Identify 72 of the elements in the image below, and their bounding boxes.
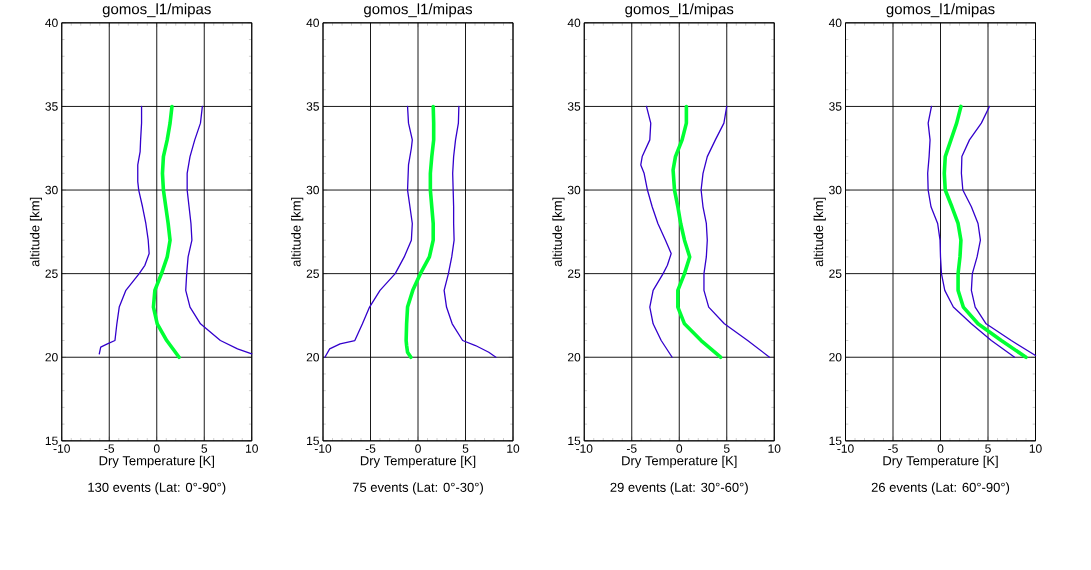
x-tick-label: 5: [723, 444, 730, 453]
x-tick-label: 10: [1029, 444, 1042, 454]
text: 26 events (Lat: 60°-90°): [871, 482, 1010, 495]
chart-title: gomos_l1/mipas: [886, 3, 995, 18]
line-series: [671, 104, 723, 360]
y-tick-label: 30: [829, 186, 842, 195]
line-series: [324, 105, 413, 359]
y-tick-label: 40: [45, 18, 58, 28]
x-tick-label: 0: [937, 444, 944, 454]
chart-title: gomos_l1/mipas: [625, 3, 734, 18]
line-series: [927, 105, 1016, 359]
line-series: [98, 105, 150, 355]
x-axis-title: Dry Temperature [K]: [622, 455, 737, 469]
x-tick-label: -10: [576, 444, 593, 454]
line-series: [960, 105, 1037, 357]
x-tick-label: 10: [768, 444, 781, 454]
x-axis-title: Dry Temperature [K]: [360, 455, 476, 469]
y-tick-label: 15: [568, 436, 581, 446]
x-tick-label: 5: [462, 444, 469, 453]
y-tick-label: 35: [567, 102, 581, 111]
line-series: [942, 104, 1028, 360]
y-tick-label: 25: [829, 269, 842, 279]
y-tick-label: 15: [307, 436, 319, 446]
x-tick-label: -10: [837, 444, 854, 454]
x-tick-label: 5: [201, 444, 208, 453]
x-tick-label: 0: [676, 444, 683, 454]
line-series: [404, 104, 436, 360]
y-tick-label: 35: [45, 102, 58, 111]
line-series: [700, 105, 771, 359]
x-tick-label: -5: [888, 444, 898, 453]
line-series: [640, 105, 673, 359]
y-tick-label: 20: [45, 353, 58, 362]
x-tick-label: -5: [365, 444, 376, 453]
x-axis-title: Dry Temperature [K]: [99, 455, 214, 469]
y-tick-label: 40: [828, 18, 842, 28]
chart-title: gomos_l1/mipas: [364, 3, 473, 18]
y-tick-label: 35: [306, 102, 319, 111]
y-tick-label: 20: [306, 353, 320, 362]
x-axis-title: Dry Temperature [K]: [883, 455, 998, 469]
x-tick-label: 10: [246, 444, 258, 454]
y-axis-title: altitude [km]: [813, 197, 826, 267]
x-tick-label: 5: [985, 444, 991, 453]
y-tick-label: 40: [567, 18, 581, 28]
y-tick-label: 25: [567, 269, 581, 279]
y-tick-label: 30: [45, 186, 58, 195]
y-tick-label: 20: [829, 353, 842, 362]
text: 75 events (Lat: 0°-30°): [352, 482, 483, 495]
x-tick-label: -5: [104, 444, 115, 453]
chart-title: gomos_l1/mipas: [102, 3, 211, 18]
x-tick-label: 0: [153, 444, 160, 454]
y-tick-label: 30: [306, 186, 320, 195]
y-tick-label: 25: [306, 269, 319, 279]
y-tick-label: 15: [829, 436, 842, 446]
y-axis-title: altitude [km]: [291, 197, 304, 267]
line-series: [185, 105, 253, 355]
line-series: [443, 105, 497, 359]
y-axis-title: altitude [km]: [29, 197, 43, 267]
text: 130 events (Lat: 0°-90°): [88, 482, 226, 495]
y-tick-label: 25: [45, 269, 58, 279]
text: 29 events (Lat: 30°-60°): [610, 482, 748, 495]
x-tick-label: -10: [53, 444, 70, 454]
y-tick-label: 40: [306, 18, 320, 28]
line-series: [151, 104, 181, 360]
x-tick-label: 0: [415, 444, 421, 454]
x-tick-label: -5: [626, 444, 637, 453]
x-tick-label: 10: [507, 444, 520, 454]
y-tick-label: 20: [567, 353, 581, 362]
y-tick-label: 30: [567, 186, 581, 195]
y-tick-label: 35: [829, 102, 842, 111]
y-axis-title: altitude [km]: [552, 197, 565, 267]
y-tick-label: 15: [45, 436, 58, 446]
x-tick-label: -10: [314, 444, 332, 454]
